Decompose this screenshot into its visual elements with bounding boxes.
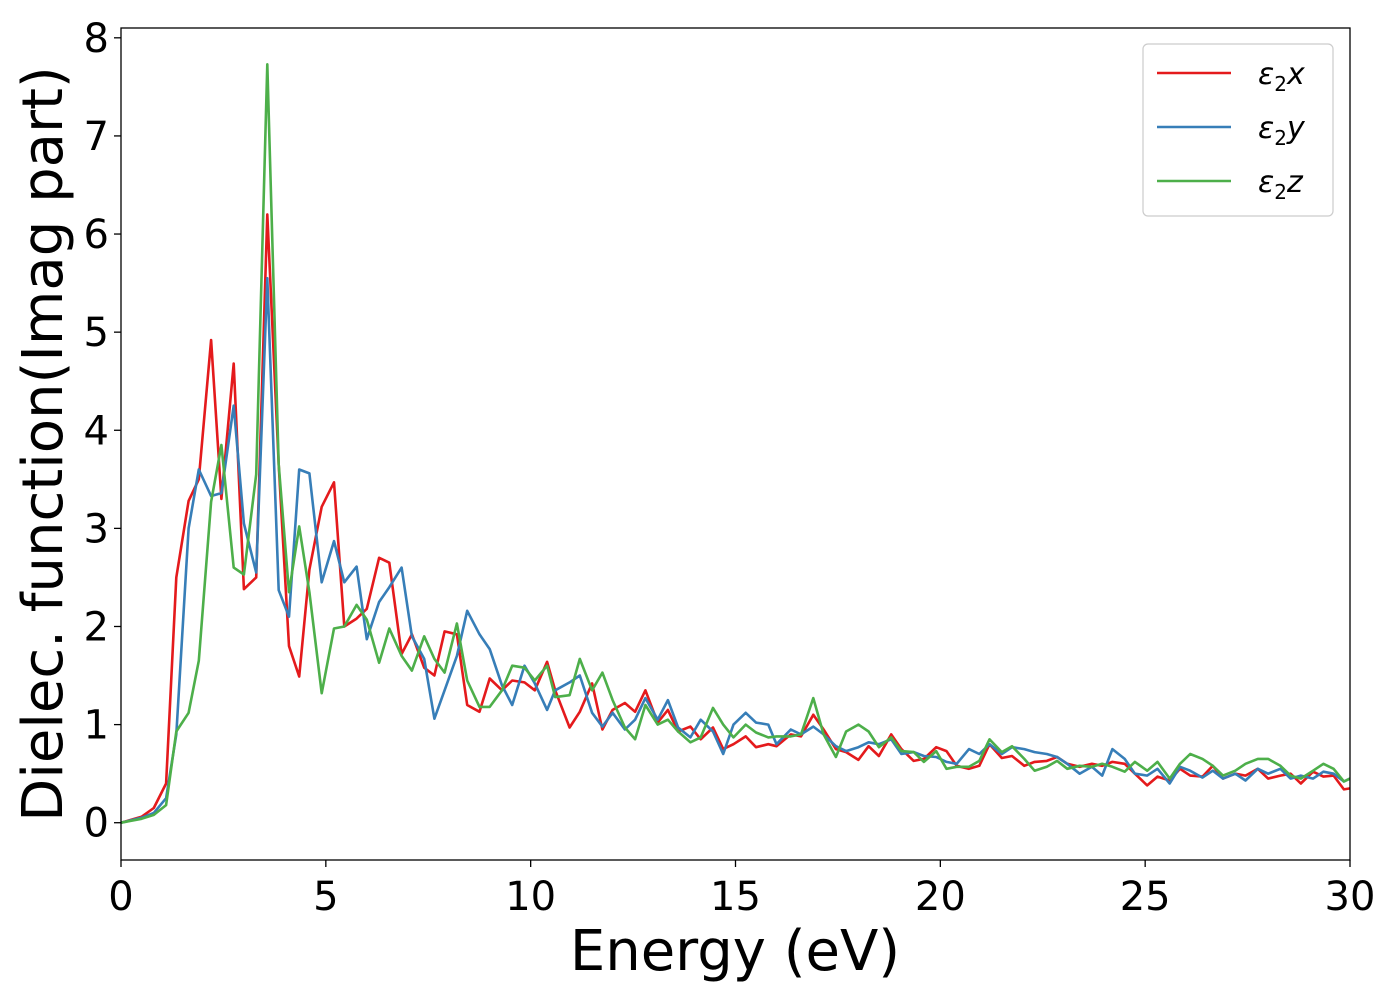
y-tick-label: 1 — [84, 703, 109, 749]
y-tick-label: 4 — [84, 408, 109, 454]
x-tick-label: 0 — [108, 874, 133, 920]
y-tick-label: 5 — [84, 310, 109, 356]
x-tick-label: 20 — [915, 874, 966, 920]
legend-entries: ε2x ε2y ε2z — [1157, 57, 1306, 204]
x-tick-label: 25 — [1120, 874, 1171, 920]
x-tick-label: 10 — [505, 874, 556, 920]
legend-label: ε2x — [1258, 57, 1305, 96]
plot-lines — [120, 63, 1351, 824]
y-axis-ticks: 0 1 2 3 4 5 6 7 8 — [84, 16, 121, 847]
legend: ε2x ε2y ε2z — [1142, 43, 1334, 217]
legend-frame — [1142, 43, 1334, 217]
series-line-y — [120, 276, 1351, 824]
y-tick-label: 2 — [84, 604, 109, 650]
series-line-z — [120, 63, 1351, 824]
y-tick-label: 0 — [84, 801, 109, 847]
y-tick-label: 6 — [84, 212, 109, 258]
y-tick-label: 7 — [84, 114, 109, 160]
x-tick-label: 5 — [313, 874, 338, 920]
x-axis-title: Energy (eV) — [570, 919, 900, 984]
y-axis-title: Dielec. function(Imag part) — [11, 66, 76, 822]
y-tick-label: 3 — [84, 506, 109, 552]
y-tick-label: 8 — [84, 16, 109, 62]
legend-label: ε2z — [1258, 165, 1304, 204]
x-axis-ticks: 0 5 10 15 20 25 30 — [108, 860, 1375, 920]
x-tick-label: 15 — [710, 874, 761, 920]
series-line-x — [120, 213, 1351, 824]
legend-label: ε2y — [1258, 111, 1306, 150]
x-tick-label: 30 — [1325, 874, 1376, 920]
